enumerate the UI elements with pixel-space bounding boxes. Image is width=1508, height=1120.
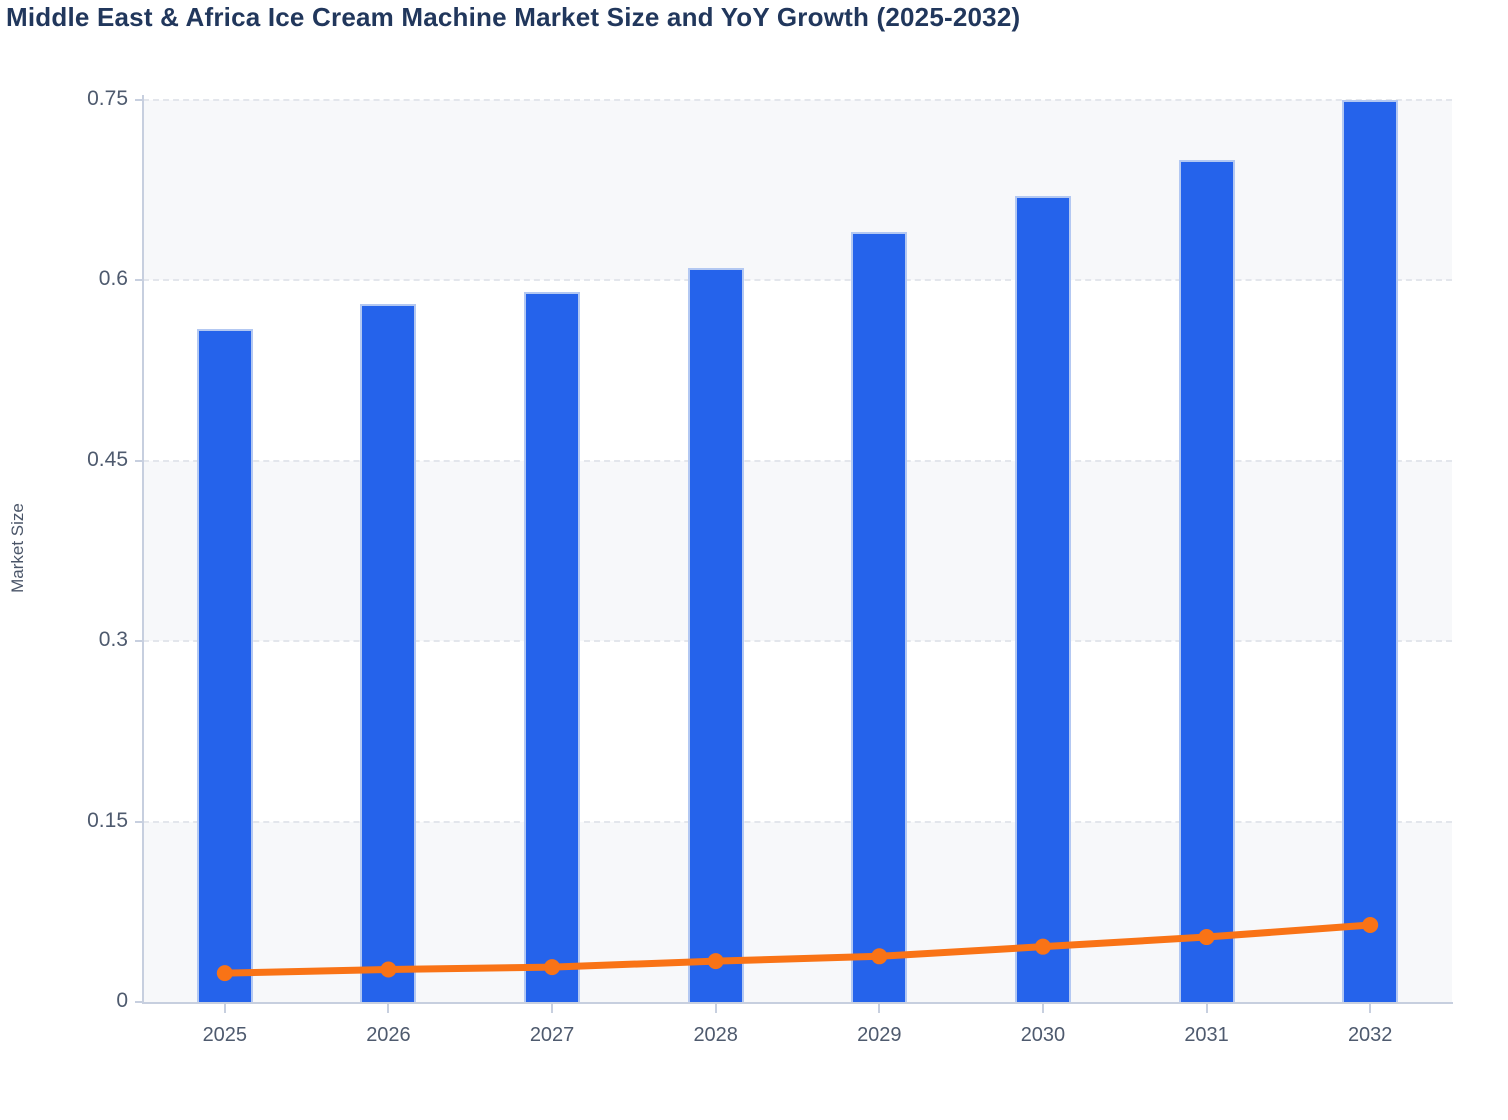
x-tick-label-2030: 2030 (1020, 1024, 1066, 1046)
x-tick-mark (1369, 1004, 1372, 1013)
gridline (143, 459, 1452, 462)
bar-2032[interactable] (1342, 100, 1399, 1002)
yoy-growth-line-layer (216, 917, 1379, 982)
yoy-growth-line (221, 921, 1374, 977)
y-tick-label: 0.75 (87, 87, 128, 110)
yoy-growth-point-2032[interactable] (1362, 917, 1379, 934)
y-tick-label: 0.15 (87, 808, 128, 832)
x-tick-label-2032: 2032 (1347, 1024, 1393, 1046)
bar-2027[interactable] (524, 292, 581, 1002)
x-tick-label-2029: 2029 (857, 1024, 902, 1046)
yoy-growth-point-2029[interactable] (871, 948, 888, 965)
y-tick-mark (135, 820, 143, 823)
x-tick-label-2025: 2025 (202, 1024, 248, 1046)
x-tick-label-2031: 2031 (1184, 1024, 1229, 1046)
gridline (143, 640, 1452, 643)
y-tick-mark (135, 459, 143, 462)
y-tick-mark (135, 99, 143, 101)
y-axis-line (142, 95, 144, 1004)
bar-2028[interactable] (687, 268, 744, 1002)
x-tick-mark (1041, 1004, 1044, 1013)
bar-2031[interactable] (1178, 160, 1235, 1002)
gridline (143, 99, 1452, 101)
y-tick-label: 0.3 (98, 628, 128, 652)
yoy-growth-point-2026[interactable] (380, 961, 397, 978)
bar-2029[interactable] (851, 232, 908, 1002)
x-tick-label-2028: 2028 (693, 1024, 738, 1046)
x-tick-mark (1205, 1004, 1208, 1013)
yoy-growth-point-2027[interactable] (544, 959, 561, 976)
x-tick-mark (551, 1004, 554, 1013)
x-tick-label-2026: 2026 (366, 1024, 411, 1046)
gridline (143, 279, 1452, 282)
y-tick-mark (135, 640, 143, 643)
yoy-growth-point-2031[interactable] (1198, 929, 1215, 946)
x-tick-mark (387, 1004, 390, 1013)
y-axis-title: Market Size (8, 503, 27, 593)
x-axis-line (143, 1002, 1453, 1004)
bar-2026[interactable] (360, 304, 417, 1002)
y-tick-mark (135, 279, 143, 282)
chart-title: Middle East & Africa Ice Cream Machine M… (6, 2, 1021, 32)
yoy-growth-point-2030[interactable] (1034, 938, 1051, 955)
y-tick-label: 0.45 (87, 447, 128, 471)
x-tick-mark (878, 1004, 881, 1013)
yoy-growth-point-2028[interactable] (707, 953, 724, 970)
x-tick-label-2027: 2027 (529, 1024, 575, 1046)
plot-area (143, 99, 1452, 1002)
gridline (143, 820, 1452, 823)
bar-2025[interactable] (196, 328, 253, 1002)
x-tick-mark (714, 1004, 717, 1013)
yoy-growth-point-2025[interactable] (216, 965, 233, 982)
y-tick-label: 0.6 (98, 267, 128, 291)
y-tick-label: 0 (116, 989, 128, 1012)
y-tick-mark (135, 1001, 143, 1003)
bar-2030[interactable] (1014, 196, 1071, 1002)
x-tick-mark (223, 1004, 226, 1013)
